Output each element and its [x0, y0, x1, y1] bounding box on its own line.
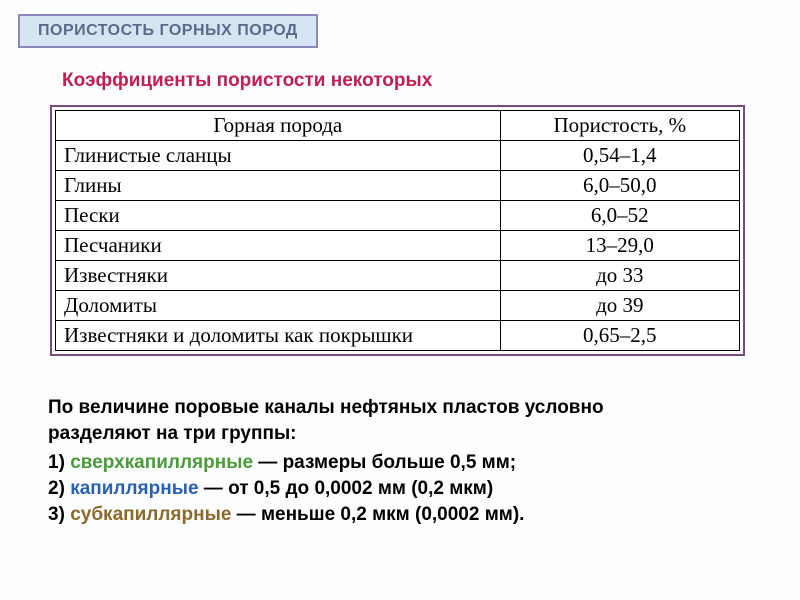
cell-rock: Глинистые сланцы [56, 141, 501, 171]
cell-porosity: 6,0–50,0 [500, 171, 739, 201]
porosity-table-wrap: Горная порода Пористость, % Глинистые сл… [50, 105, 745, 356]
notes-intro-line1: По величине поровые каналы нефтяных плас… [48, 397, 604, 418]
note-term: субкапиллярные [70, 504, 231, 525]
table-row: Известняки до 33 [56, 261, 740, 291]
table-row: Песчаники 13–29,0 [56, 231, 740, 261]
notes-intro: По величине поровые каналы нефтяных плас… [48, 395, 748, 446]
table-row: Глины 6,0–50,0 [56, 171, 740, 201]
notes-intro-line2: разделяют на три группы: [48, 423, 297, 444]
note-line-3: 3) субкапиллярные — меньше 0,2 мкм (0,00… [48, 502, 748, 528]
cell-rock: Известняки и доломиты как покрышки [56, 321, 501, 351]
cell-rock: Глины [56, 171, 501, 201]
note-line-2: 2) капиллярные — от 0,5 до 0,0002 мм (0,… [48, 476, 748, 502]
table-header-row: Горная порода Пористость, % [56, 111, 740, 141]
note-rest: — от 0,5 до 0,0002 мм (0,2 мкм) [199, 478, 494, 499]
cell-porosity: до 33 [500, 261, 739, 291]
table-row: Доломиты до 39 [56, 291, 740, 321]
note-rest: — размеры больше 0,5 мм; [253, 452, 516, 473]
note-term: сверхкапиллярные [70, 452, 253, 473]
col-header-rock: Горная порода [56, 111, 501, 141]
cell-porosity: 0,54–1,4 [500, 141, 739, 171]
cell-porosity: до 39 [500, 291, 739, 321]
section-title: ПОРИСТОСТЬ ГОРНЫХ ПОРОД [38, 22, 298, 39]
table-row: Известняки и доломиты как покрышки 0,65–… [56, 321, 740, 351]
note-num: 3) [48, 504, 70, 525]
cell-porosity: 0,65–2,5 [500, 321, 739, 351]
cell-porosity: 13–29,0 [500, 231, 739, 261]
note-term: капиллярные [70, 478, 198, 499]
note-rest: — меньше 0,2 мкм (0,0002 мм). [231, 504, 524, 525]
table-row: Глинистые сланцы 0,54–1,4 [56, 141, 740, 171]
note-num: 2) [48, 478, 70, 499]
cell-rock: Доломиты [56, 291, 501, 321]
section-title-box: ПОРИСТОСТЬ ГОРНЫХ ПОРОД [18, 14, 318, 48]
cell-rock: Известняки [56, 261, 501, 291]
porosity-table: Горная порода Пористость, % Глинистые сл… [55, 110, 740, 351]
cell-rock: Пески [56, 201, 501, 231]
subtitle: Коэффициенты пористости некоторых [62, 70, 432, 93]
notes-block: По величине поровые каналы нефтяных плас… [48, 395, 748, 527]
cell-rock: Песчаники [56, 231, 501, 261]
note-line-1: 1) сверхкапиллярные — размеры больше 0,5… [48, 450, 748, 476]
col-header-porosity: Пористость, % [500, 111, 739, 141]
cell-porosity: 6,0–52 [500, 201, 739, 231]
note-num: 1) [48, 452, 70, 473]
table-row: Пески 6,0–52 [56, 201, 740, 231]
